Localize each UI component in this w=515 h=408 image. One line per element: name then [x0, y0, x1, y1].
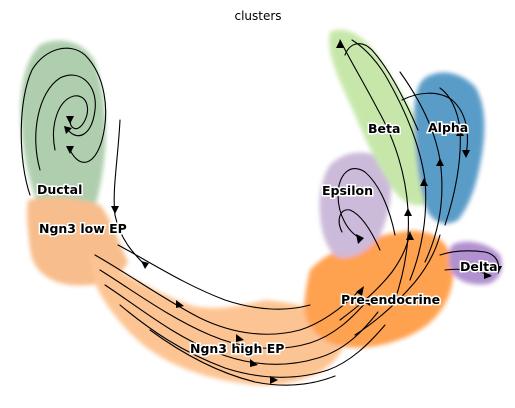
cluster-label-ductal: Ductal [37, 182, 82, 197]
arrowhead [484, 272, 492, 279]
stream-delta-1 [439, 250, 499, 271]
ductal-region [20, 40, 106, 220]
arrowhead [456, 128, 464, 136]
arrowhead [436, 158, 444, 166]
cell-clouds [20, 29, 502, 386]
stream-arm-2 [99, 269, 369, 349]
stream-epsilon-1 [337, 168, 396, 239]
arrowhead [364, 296, 372, 306]
arrowhead [420, 178, 428, 186]
arrowhead [356, 234, 364, 244]
stream-ductal-down [113, 119, 146, 266]
arrowhead [336, 40, 344, 48]
stream-arrowheads [64, 40, 502, 384]
cluster-labels: Ductal Ngn3 low EP Ngn3 high EP Pre-endo… [36, 119, 500, 358]
stream-arm-6 [149, 329, 336, 386]
arrowhead [66, 116, 74, 124]
stream-epsilon-2 [338, 209, 381, 251]
arrowhead [64, 126, 72, 134]
plot-title: clusters [234, 9, 281, 23]
cluster-label-ngn3-low-ep: Ngn3 low EP [39, 221, 127, 236]
arrowhead [111, 206, 119, 214]
stream-ductal-loop-inner [52, 95, 89, 151]
arrowhead [141, 261, 149, 269]
cluster-label-delta: Delta [460, 259, 498, 274]
alpha-region [414, 72, 485, 224]
stream-arm-5 [117, 244, 311, 310]
delta-region [449, 241, 502, 285]
arrowhead [250, 359, 258, 367]
arrowhead [494, 266, 502, 274]
stream-beta-loop [344, 43, 419, 131]
stream-alpha-2 [401, 92, 469, 156]
stream-pre-endo-1 [339, 231, 411, 321]
stream-pre-endo-2 [354, 234, 441, 336]
arrowhead [356, 286, 364, 296]
stream-ductal-loop-mid [35, 74, 96, 171]
epsilon-region [319, 152, 392, 258]
stream-up-beta-1 [339, 39, 409, 301]
arrowhead [66, 146, 74, 154]
arrowhead [406, 232, 414, 240]
arrowhead [176, 300, 184, 308]
arrowhead [270, 376, 278, 384]
cluster-label-pre-endocrine: Pre-endocrine [341, 292, 440, 307]
arrowhead [462, 150, 470, 158]
ngn3-high-ep-region [90, 255, 348, 386]
cluster-label-alpha: Alpha [428, 120, 468, 135]
arrowhead [404, 208, 412, 216]
stream-up-beta-2 [351, 39, 427, 281]
stream-arm-4 [119, 304, 386, 378]
stream-arm-1 [94, 254, 361, 335]
beta-region [329, 29, 438, 206]
cluster-label-beta: Beta [368, 121, 400, 136]
arrowhead [236, 334, 244, 342]
cluster-label-ngn3-high-ep: Ngn3 high EP [190, 341, 284, 356]
cluster-label-epsilon: Epsilon [322, 183, 373, 198]
stream-ductal-loop-outer [20, 47, 107, 196]
